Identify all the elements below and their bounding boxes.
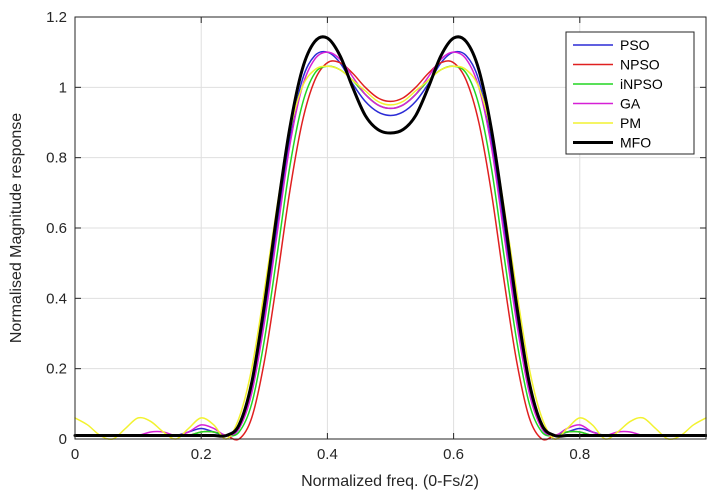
axis-tick-labels: 0 0.2 0.4 0.6 0.8 0 0.2 0.4 0.6 0.8 1 1.2 [46,9,590,463]
x-tick-label: 0.2 [191,446,212,463]
series-lines [73,35,707,441]
x-tick-label: 0 [71,446,79,463]
y-tick-label: 0.2 [46,361,67,378]
x-tick-label: 0.6 [443,446,464,463]
series-line-mfo [73,35,707,438]
legend-box [565,31,695,155]
y-axis-label: Normalised Magnitude response [8,113,25,343]
legend-label-inpso: iNPSO [620,76,663,92]
x-tick-label: 0.4 [317,446,338,463]
legend-label-pso: PSO [620,37,650,53]
legend: PSO NPSO iNPSO GA PM MFO [565,31,695,155]
legend-label-pm: PM [620,115,641,131]
y-tick-label: 0.8 [46,150,67,167]
axis-ticks [74,16,706,440]
y-tick-label: 1.2 [46,9,67,26]
legend-label-mfo: MFO [620,135,651,151]
y-tick-label: 0.6 [46,220,67,237]
y-tick-label: 0.4 [46,290,67,307]
legend-label-npso: NPSO [620,57,660,73]
y-tick-label: 0 [59,431,67,448]
y-tick-label: 1 [59,79,67,96]
x-tick-label: 0.8 [569,446,590,463]
legend-label-ga: GA [620,96,641,112]
x-axis-label: Normalized freq. (0-Fs/2) [301,473,479,490]
